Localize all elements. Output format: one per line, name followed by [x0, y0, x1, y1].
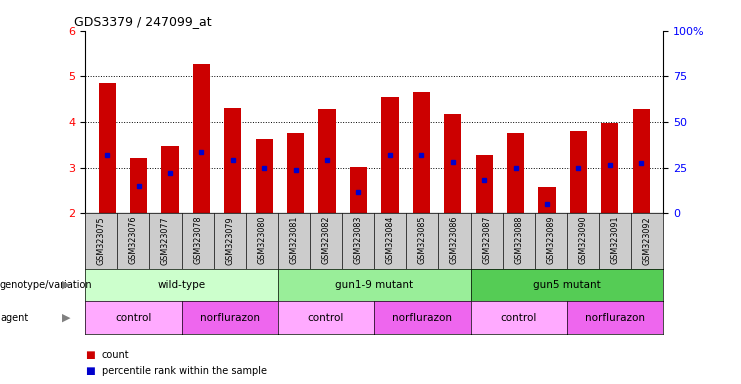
Text: ▶: ▶ [62, 313, 71, 323]
Text: GSM323091: GSM323091 [611, 216, 619, 265]
Bar [193, 63, 210, 213]
Text: control: control [500, 313, 537, 323]
Text: GSM323092: GSM323092 [642, 216, 651, 265]
Text: ■: ■ [85, 366, 95, 376]
Text: GDS3379 / 247099_at: GDS3379 / 247099_at [73, 15, 211, 28]
Text: control: control [115, 313, 152, 323]
Bar [413, 92, 430, 213]
Bar [319, 109, 336, 213]
Bar [225, 108, 242, 213]
Text: wild-type: wild-type [158, 280, 205, 290]
Bar [538, 187, 556, 213]
Text: GSM323082: GSM323082 [322, 216, 330, 265]
Text: GSM323080: GSM323080 [257, 216, 266, 264]
Bar [633, 109, 650, 213]
Bar [601, 123, 619, 213]
Text: GSM323088: GSM323088 [514, 216, 523, 264]
Text: GSM323075: GSM323075 [97, 216, 106, 265]
Bar [99, 83, 116, 213]
Bar [382, 97, 399, 213]
Text: norflurazon: norflurazon [393, 313, 452, 323]
Text: GSM323076: GSM323076 [129, 216, 138, 265]
Text: norflurazon: norflurazon [585, 313, 645, 323]
Text: genotype/variation: genotype/variation [0, 280, 93, 290]
Text: percentile rank within the sample: percentile rank within the sample [102, 366, 267, 376]
Text: GSM323084: GSM323084 [386, 216, 395, 264]
Text: ▶: ▶ [62, 280, 71, 290]
Text: GSM323085: GSM323085 [418, 216, 427, 265]
Bar [350, 167, 367, 213]
Text: control: control [308, 313, 345, 323]
Bar [256, 139, 273, 213]
Text: gun5 mutant: gun5 mutant [533, 280, 601, 290]
Text: GSM323089: GSM323089 [546, 216, 555, 265]
Bar [507, 133, 524, 213]
Bar [130, 158, 147, 213]
Text: count: count [102, 350, 129, 360]
Bar [162, 146, 179, 213]
Text: gun1-9 mutant: gun1-9 mutant [335, 280, 413, 290]
Text: GSM323078: GSM323078 [193, 216, 202, 265]
Text: GSM323087: GSM323087 [482, 216, 491, 265]
Text: GSM323083: GSM323083 [353, 216, 362, 264]
Text: norflurazon: norflurazon [200, 313, 259, 323]
Text: GSM323079: GSM323079 [225, 216, 234, 265]
Bar [570, 131, 587, 213]
Bar [444, 114, 462, 213]
Text: GSM323086: GSM323086 [450, 216, 459, 264]
Text: GSM323081: GSM323081 [290, 216, 299, 264]
Text: ■: ■ [85, 350, 95, 360]
Bar [287, 133, 305, 213]
Text: GSM323090: GSM323090 [579, 216, 588, 265]
Bar [476, 155, 493, 213]
Text: agent: agent [0, 313, 28, 323]
Text: GSM323077: GSM323077 [161, 216, 170, 265]
